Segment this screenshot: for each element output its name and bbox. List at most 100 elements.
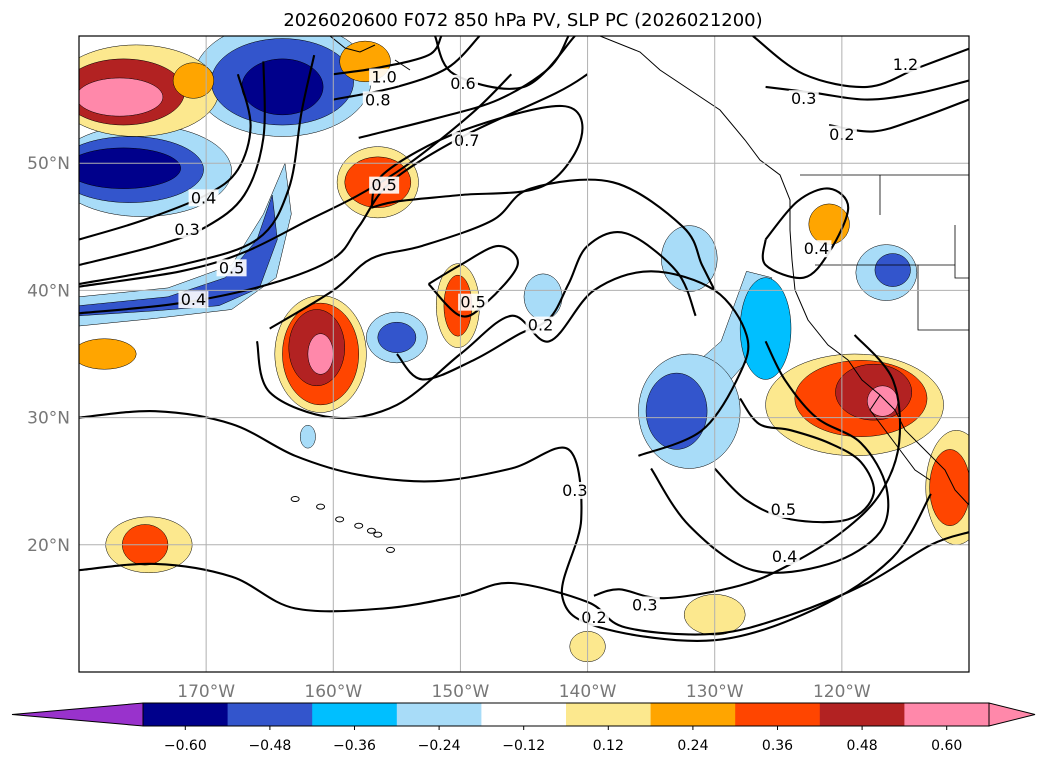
slp-contour-line bbox=[434, 36, 576, 90]
slp-contour-line bbox=[269, 178, 716, 330]
x-axis-ticks: 170°W 160°W 150°W 140°W 130°W 120°W bbox=[177, 682, 871, 702]
island bbox=[366, 527, 376, 534]
contour-label: 0.3 bbox=[791, 89, 816, 108]
colorbar-extend-min bbox=[11, 702, 144, 727]
contour-label-bg bbox=[788, 90, 819, 108]
slp-contour-line bbox=[79, 73, 252, 241]
contour-label: 0.4 bbox=[772, 547, 797, 566]
hawaiian-islands bbox=[290, 496, 395, 553]
colorbar-segment bbox=[650, 703, 736, 726]
pv-fill-patch bbox=[307, 333, 334, 375]
slp-contour-line bbox=[713, 397, 876, 524]
contour-label-bg bbox=[369, 68, 400, 86]
contour-label-bg bbox=[447, 74, 478, 92]
contour-label: 0.8 bbox=[365, 90, 390, 109]
colorbar-segment bbox=[819, 703, 905, 726]
contour-label: 0.5 bbox=[771, 500, 796, 519]
slp-contour-line bbox=[79, 73, 513, 288]
contour-label-bg bbox=[188, 189, 219, 207]
contour-label-bg bbox=[801, 240, 832, 258]
slp-contour-line bbox=[79, 54, 316, 286]
y-axis-ticks: 20°N 30°N 40°N 50°N bbox=[27, 154, 70, 556]
contour-label: 0.2 bbox=[528, 316, 553, 335]
colorbar-tick-label: 0.60 bbox=[931, 738, 962, 754]
x-tick-label: 170°W bbox=[177, 682, 235, 702]
pv-fill-patch bbox=[523, 273, 563, 320]
colorbar-segment bbox=[143, 703, 229, 726]
colorbar-frame bbox=[142, 702, 990, 727]
island bbox=[386, 546, 395, 553]
colorbar-segment bbox=[735, 703, 821, 726]
contour-label-bg bbox=[458, 293, 489, 311]
island bbox=[354, 522, 364, 529]
colorbar-tick-label: 0.24 bbox=[677, 738, 708, 754]
pv-fill-patch bbox=[79, 77, 164, 117]
contour-label-bg bbox=[578, 609, 609, 627]
contour-label: 1.2 bbox=[893, 55, 918, 74]
y-tick-label: 30°N bbox=[27, 409, 70, 429]
slp-contour-line bbox=[650, 340, 890, 574]
colorbar-segment bbox=[904, 703, 990, 726]
contour-label-bg bbox=[629, 596, 660, 614]
pv-fill-patch bbox=[929, 449, 969, 526]
colorbar-tick-label: −0.48 bbox=[248, 738, 291, 754]
y-tick-label: 40°N bbox=[27, 281, 70, 301]
contour-label-bg bbox=[768, 501, 799, 518]
contour-label: 0.2 bbox=[581, 608, 606, 627]
contour-label-bg bbox=[362, 91, 393, 109]
contour-label-bg bbox=[559, 481, 590, 499]
contour-label: 0.3 bbox=[632, 595, 657, 614]
contour-label-bg bbox=[172, 221, 203, 239]
x-tick-label: 130°W bbox=[686, 682, 744, 702]
slp-contour-line bbox=[79, 531, 969, 636]
contour-label-bg bbox=[369, 176, 400, 194]
contour-label: 0.3 bbox=[174, 220, 199, 239]
colorbar-tick-label: −0.12 bbox=[502, 738, 545, 754]
colorbar-segment bbox=[227, 703, 313, 726]
slp-contour-line bbox=[79, 410, 932, 642]
state-borders bbox=[800, 174, 969, 331]
contour-label: 0.7 bbox=[454, 131, 479, 150]
pv-fill-patch bbox=[79, 338, 137, 370]
contour-label: 0.5 bbox=[371, 176, 396, 195]
island bbox=[290, 496, 300, 503]
contour-label-bg bbox=[890, 55, 921, 73]
contour-label-bg bbox=[525, 316, 556, 334]
pv-fill-patch bbox=[739, 277, 792, 380]
contour-label-bg bbox=[451, 132, 482, 150]
y-tick-label: 50°N bbox=[27, 154, 70, 174]
y-tick-label: 20°N bbox=[27, 536, 70, 556]
map-frame bbox=[78, 35, 970, 673]
chart-title: 2026020600 F072 850 hPa PV, SLP PC (2026… bbox=[283, 10, 762, 31]
contour-label-bg bbox=[769, 548, 800, 566]
colorbar-extend-max bbox=[988, 702, 1036, 727]
slp-contour-line bbox=[370, 104, 584, 209]
baja-coastline bbox=[869, 394, 931, 481]
aleutian-islands bbox=[329, 36, 411, 71]
contour-label: 0.5 bbox=[460, 293, 485, 312]
pv-fill-patch bbox=[172, 62, 215, 99]
colorbar-tick-label: −0.24 bbox=[418, 738, 461, 754]
island bbox=[335, 516, 345, 523]
slp-contour-line bbox=[396, 231, 697, 381]
slp-contour-line bbox=[593, 334, 902, 600]
x-tick-label: 150°W bbox=[432, 682, 490, 702]
x-tick-label: 160°W bbox=[304, 682, 362, 702]
pv-fill-patch bbox=[645, 372, 708, 450]
colorbar: −0.60 −0.48 −0.36 −0.24 −0.12 0.12 0.24 0.36 0.4… bbox=[11, 702, 1036, 754]
x-tick-label: 120°W bbox=[813, 682, 871, 702]
pv-fill-patch bbox=[377, 321, 417, 353]
colorbar-segment bbox=[481, 703, 567, 726]
colorbar-tick-label: −0.36 bbox=[333, 738, 376, 754]
slp-contour-line bbox=[752, 36, 969, 89]
pv-fill-patch bbox=[874, 253, 911, 287]
colorbar-tick-label: 0.48 bbox=[847, 738, 878, 754]
contour-label: 0.6 bbox=[450, 74, 475, 93]
contour-label: 0.3 bbox=[562, 481, 587, 500]
island bbox=[316, 503, 326, 510]
x-tick-label: 140°W bbox=[559, 682, 617, 702]
colorbar-tick-label: 0.12 bbox=[593, 738, 624, 754]
island bbox=[373, 531, 383, 538]
contour-label: 0.4 bbox=[191, 188, 216, 207]
